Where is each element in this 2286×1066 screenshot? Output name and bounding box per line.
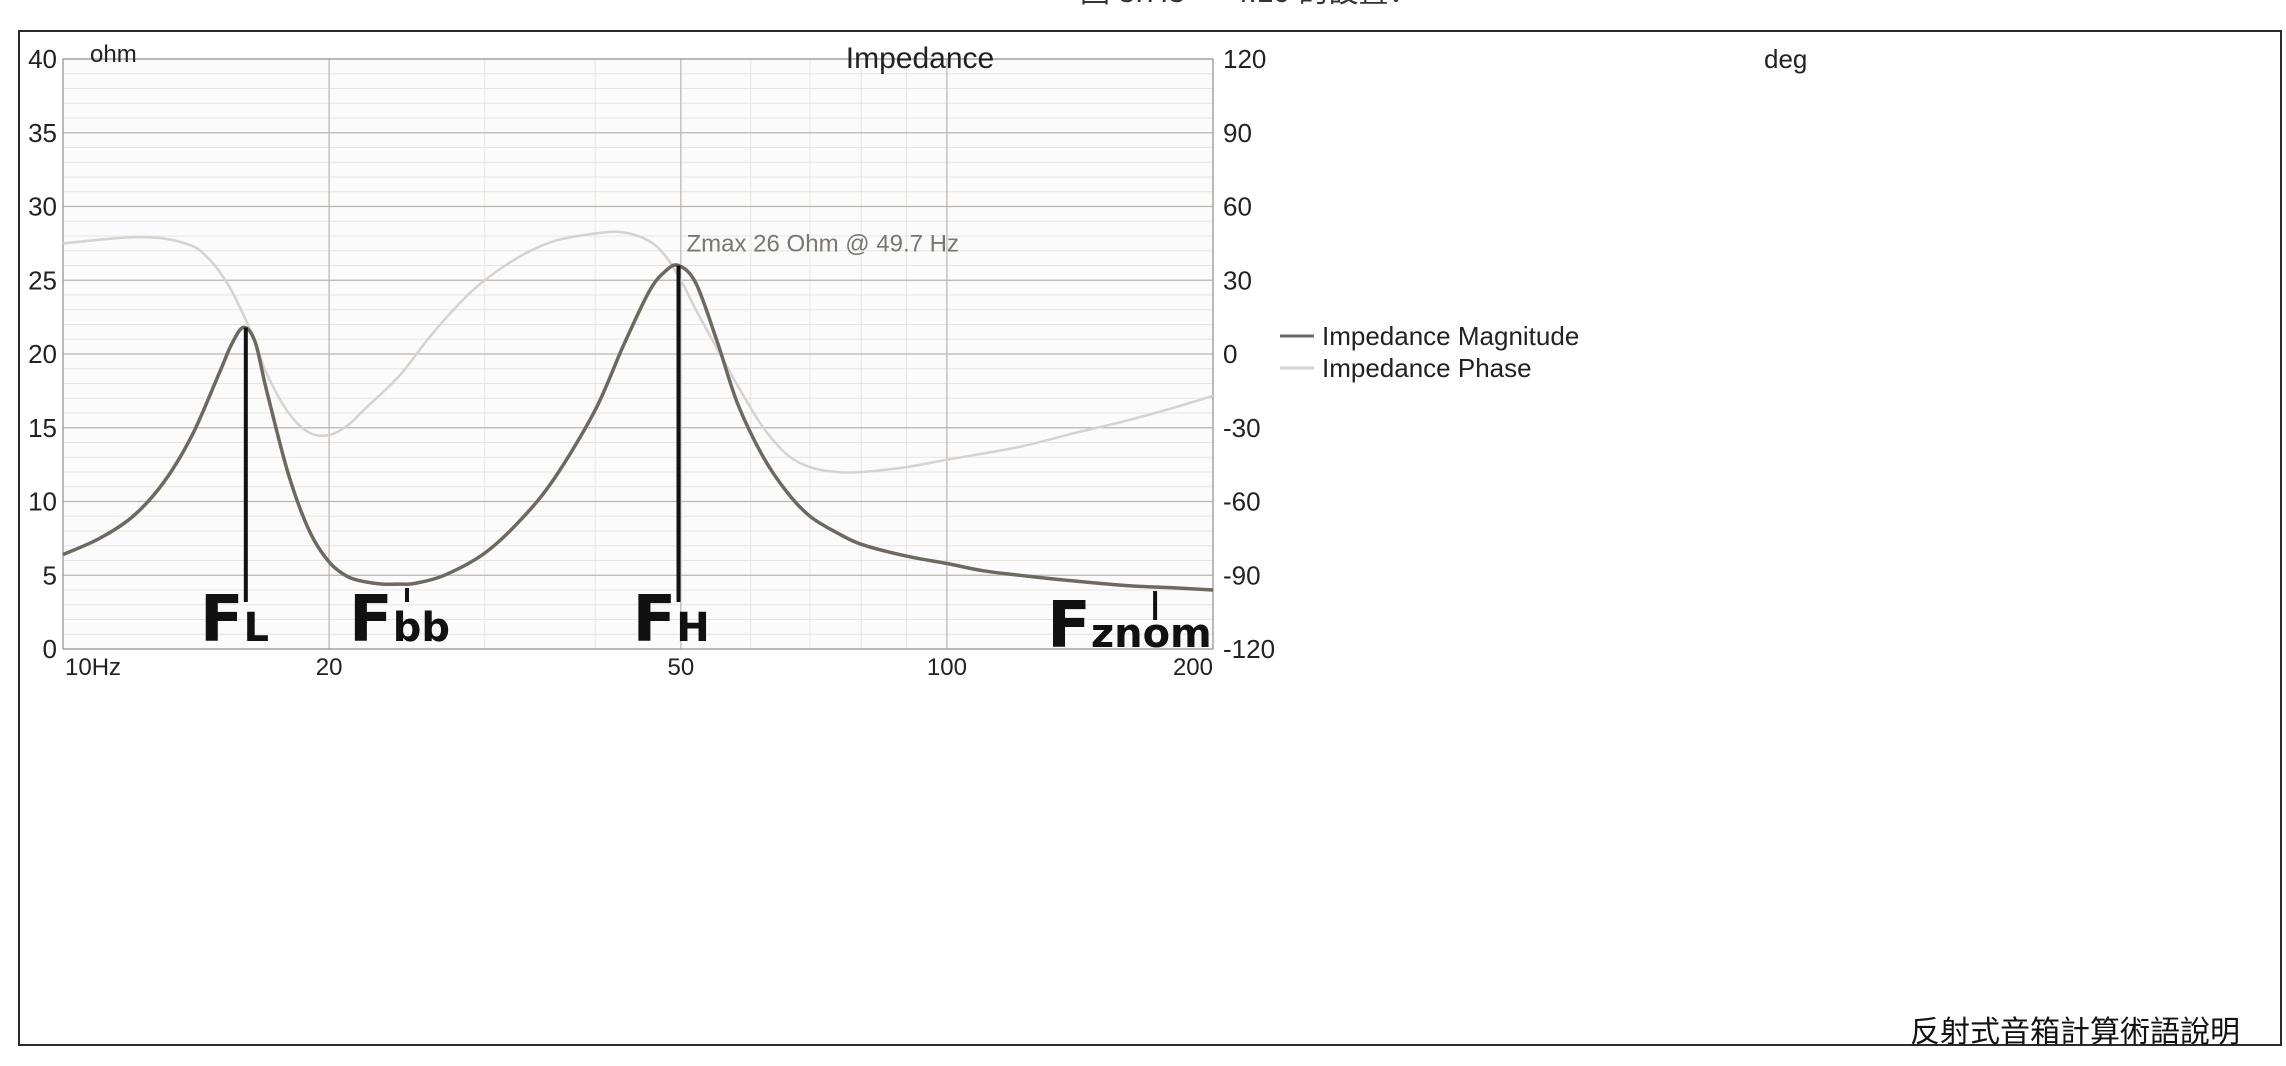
x-tick-label: 200 [1173, 654, 1213, 681]
y-left-tick-label: 0 [43, 634, 57, 664]
legend-label: Impedance Phase [1322, 353, 1532, 383]
y-right-tick-label: 120 [1223, 44, 1266, 74]
chart-frame: 0 5 10 15 20 25 30 35 40 -120 -90 -60 -30 0 30 60 90 120 1… [18, 30, 2282, 1050]
x-tick-label: 10Hz [65, 654, 121, 681]
zmax-annotation: Zmax 26 Ohm @ 49.7 Hz [687, 231, 959, 258]
marker-label-bb: Fbb [349, 583, 450, 657]
y-left-tick-label: 30 [28, 192, 57, 222]
y-left-axis-label: ohm [90, 41, 137, 68]
y-left-tick-label: 5 [43, 560, 57, 590]
marker-label-H: FH [633, 583, 710, 657]
marker-label-znom: Fznom [1047, 589, 1212, 663]
y-left-tick-label: 25 [28, 265, 57, 295]
marker-label-L: FL [200, 583, 269, 657]
footer-label: 反射式音箱計算術語說明 [1910, 1015, 2240, 1050]
y-left-tick-label: 35 [28, 118, 57, 148]
y-right-tick-label: -60 [1223, 487, 1261, 517]
y-left-tick-label: 10 [28, 487, 57, 517]
axes: 0 5 10 15 20 25 30 35 40 -120 -90 -60 -30 0 30 60 90 120 1… [28, 44, 1275, 681]
grid [62, 58, 1214, 650]
y-left-tick-label: 40 [28, 44, 57, 74]
impedance-chart: 0 5 10 15 20 25 30 35 40 -120 -90 -60 -30 0 30 60 90 120 1… [28, 41, 1807, 681]
y-right-tick-label: 60 [1223, 192, 1252, 222]
y-right-tick-label: -90 [1223, 560, 1261, 590]
y-left-tick-label: 15 [28, 413, 57, 443]
figure-caption: 圖 3.7.3 — 4.10 的設置： [1080, 0, 1418, 8]
y-right-tick-label: 0 [1223, 339, 1237, 369]
x-tick-label: 20 [316, 654, 343, 681]
y-right-tick-label: -120 [1223, 634, 1275, 664]
series-lines: Zmax 26 Ohm @ 49.7 Hz [62, 230, 1214, 592]
y-right-tick-label: 90 [1223, 118, 1252, 148]
x-tick-label: 50 [667, 654, 694, 681]
y-right-tick-label: -30 [1223, 413, 1261, 443]
frequency-markers: FL Fbb FH Fznom [200, 265, 1212, 663]
impedance-magnitude-line [62, 263, 1214, 592]
legend-label: Impedance Magnitude [1322, 321, 1579, 351]
x-tick-label: 100 [927, 654, 967, 681]
y-right-axis-label: deg [1764, 44, 1807, 74]
y-right-tick-label: 30 [1223, 265, 1252, 295]
plot-border [62, 58, 1214, 650]
y-left-tick-label: 20 [28, 339, 57, 369]
impedance-phase-line [62, 230, 1214, 474]
chart-title: Impedance [846, 42, 994, 75]
